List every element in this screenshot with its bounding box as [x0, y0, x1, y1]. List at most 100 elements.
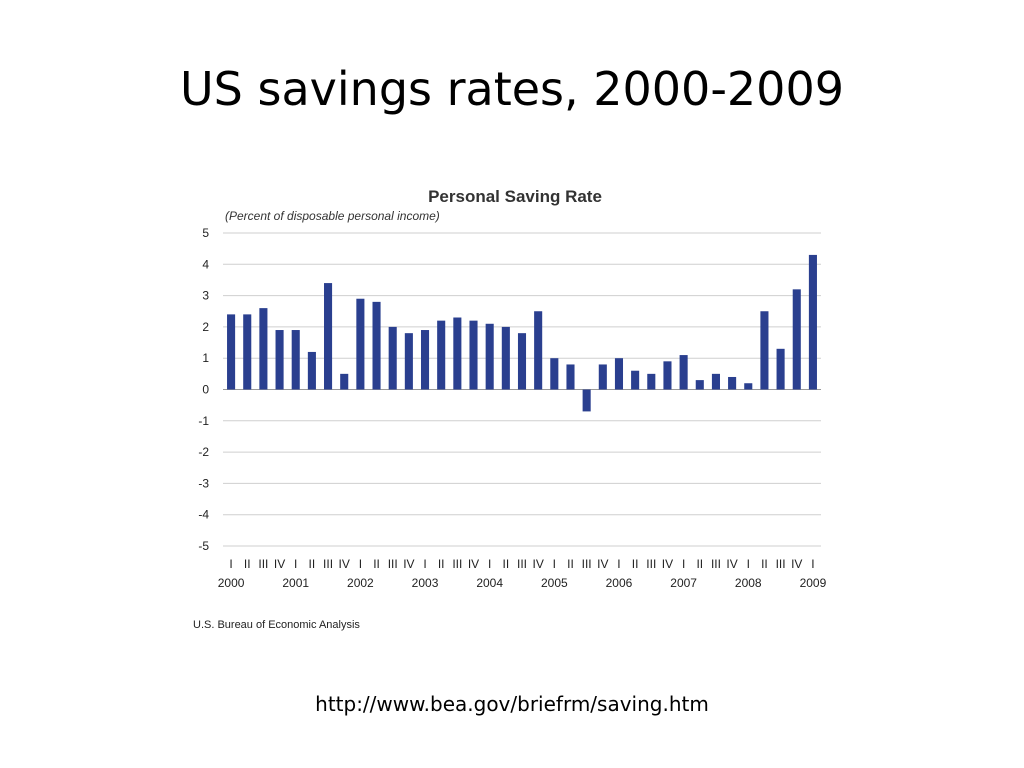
bar: [485, 323, 494, 390]
bar: [550, 358, 559, 390]
bar: [776, 348, 785, 390]
bar: [420, 330, 430, 390]
x-tick-label: IV: [468, 557, 479, 571]
bar: [566, 364, 575, 390]
x-tick-label: IV: [339, 557, 350, 571]
y-axis: 5 4 3 2 1 0 -1 -2 -3 -4 -5: [198, 226, 209, 553]
year-label: 2003: [412, 576, 439, 590]
x-tick-label: III: [323, 557, 333, 571]
x-tick-label: I: [359, 557, 362, 571]
bar: [517, 333, 527, 390]
year-label: 2000: [218, 576, 245, 590]
bar: [792, 289, 801, 390]
year-label: 2008: [735, 576, 762, 590]
x-tick-label: I: [553, 557, 556, 571]
source-url: http://www.bea.gov/briefrm/saving.htm: [315, 692, 709, 716]
y-tick-label: -1: [198, 414, 209, 428]
x-tick-label: III: [388, 557, 398, 571]
bars: [227, 254, 817, 412]
x-tick-label: IV: [597, 557, 608, 571]
x-tick-label: III: [646, 557, 656, 571]
bar: [711, 373, 720, 390]
bar: [437, 320, 446, 390]
x-tick-label: IV: [532, 557, 543, 571]
bar: [372, 301, 381, 390]
x-tick-label: II: [632, 557, 639, 571]
year-label: 2009: [800, 576, 827, 590]
year-label: 2001: [282, 576, 309, 590]
chart-title: Personal Saving Rate: [428, 187, 602, 206]
bar: [388, 326, 397, 390]
x-tick-label: II: [761, 557, 768, 571]
bar: [259, 308, 268, 390]
x-tick-label: II: [567, 557, 574, 571]
bar: [695, 380, 704, 390]
x-tick-label: IV: [403, 557, 414, 571]
year-label: 2006: [606, 576, 633, 590]
x-tick-label: IV: [662, 557, 673, 571]
y-tick-label: 2: [202, 320, 209, 334]
x-tick-label: III: [776, 557, 786, 571]
bar: [469, 320, 478, 390]
bar: [243, 314, 252, 390]
y-tick-label: 4: [202, 257, 209, 271]
bar: [404, 333, 413, 390]
x-tick-label: I: [811, 557, 814, 571]
y-tick-label: 0: [202, 383, 209, 397]
bar: [808, 254, 817, 390]
x-tick-label: II: [373, 557, 380, 571]
x-axis: I II III IV I II III IV I II III IV I II III IV I II III IV…: [218, 557, 827, 590]
year-label: 2004: [476, 576, 503, 590]
y-tick-label: -5: [198, 539, 209, 553]
y-tick-label: 5: [202, 226, 209, 240]
x-tick-label: II: [503, 557, 510, 571]
chart-subtitle: (Percent of disposable personal income): [225, 209, 440, 223]
year-label: 2005: [541, 576, 568, 590]
bar: [307, 351, 316, 390]
y-tick-label: -2: [198, 445, 209, 459]
bar: [291, 330, 300, 390]
x-tick-label: III: [517, 557, 527, 571]
x-tick-label: II: [696, 557, 703, 571]
bar: [501, 326, 510, 390]
x-tick-label: IV: [726, 557, 737, 571]
bar: [744, 383, 753, 390]
x-tick-label: III: [452, 557, 462, 571]
year-label: 2002: [347, 576, 374, 590]
bar: [227, 314, 236, 390]
x-tick-label: I: [617, 557, 620, 571]
bar: [679, 355, 688, 390]
bar: [647, 373, 656, 390]
x-tick-label: I: [488, 557, 491, 571]
bar: [356, 298, 365, 390]
bar: [582, 389, 591, 412]
y-tick-label: 1: [202, 351, 209, 365]
chart-source: U.S. Bureau of Economic Analysis: [193, 619, 360, 631]
bar: [324, 283, 333, 390]
bar: [534, 311, 543, 390]
year-label: 2007: [670, 576, 697, 590]
x-tick-label: I: [423, 557, 426, 571]
bar: [453, 317, 462, 390]
x-tick-label: IV: [274, 557, 285, 571]
x-tick-label: IV: [791, 557, 802, 571]
bar: [275, 330, 284, 390]
x-tick-label: III: [582, 557, 592, 571]
x-tick-label: III: [711, 557, 721, 571]
x-tick-label: III: [258, 557, 268, 571]
y-tick-label: 3: [202, 289, 209, 303]
x-tick-label: I: [229, 557, 232, 571]
x-tick-label: I: [294, 557, 297, 571]
x-tick-label: I: [747, 557, 750, 571]
bar: [598, 364, 607, 390]
y-tick-label: -4: [198, 508, 209, 522]
x-tick-label: II: [438, 557, 445, 571]
saving-rate-chart: Personal Saving Rate (Percent of disposa…: [193, 187, 827, 631]
bar: [728, 376, 737, 390]
bar: [631, 370, 640, 390]
x-tick-label: II: [309, 557, 316, 571]
bar: [760, 311, 769, 390]
bar: [614, 358, 624, 390]
x-tick-label: II: [244, 557, 251, 571]
x-tick-label: I: [682, 557, 685, 571]
